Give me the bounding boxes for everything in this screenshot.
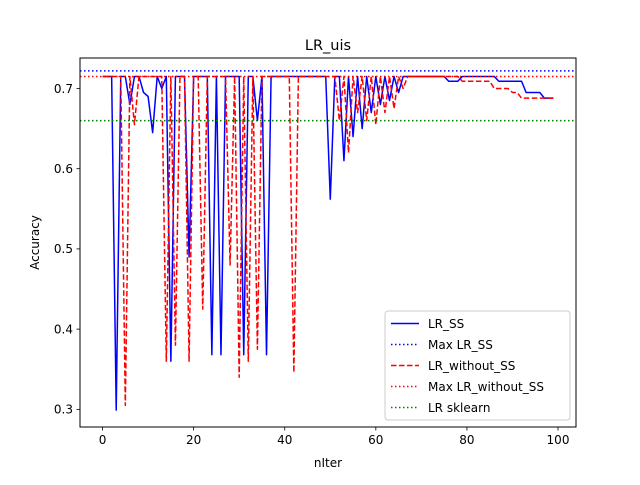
y-tick-label: 0.5	[54, 242, 73, 256]
series-line-lr-ss	[102, 75, 554, 411]
plot-area	[80, 70, 576, 411]
y-axis-label: Accuracy	[28, 215, 42, 270]
x-tick-label: 40	[277, 433, 292, 447]
legend-box	[384, 310, 571, 421]
legend-label-lr-sklearn: LR sklearn	[428, 401, 490, 415]
x-tick-label: 60	[368, 433, 383, 447]
x-tick-label: 100	[547, 433, 570, 447]
legend: LR_SS Max LR_SS LR_without_SS Max LR_withou…	[384, 310, 571, 421]
y-tick-label: 0.4	[54, 322, 73, 336]
x-axis-label: nIter	[314, 456, 342, 470]
legend-label-lr-ss: LR_SS	[428, 317, 464, 331]
x-tick-label: 0	[99, 433, 107, 447]
y-tick-label: 0.6	[54, 162, 73, 176]
axes-frame	[79, 57, 577, 428]
y-tick-label: 0.7	[54, 82, 73, 96]
x-tick-label: 20	[186, 433, 201, 447]
legend-label-lr-without-ss: LR_without_SS	[428, 359, 515, 373]
axis-ticks: 0 20 40 60 80 100 0.3 0.4 0.5 0.6 0.7	[54, 82, 570, 447]
chart-title: LR_uis	[305, 38, 351, 54]
legend-label-max-lr-ss: Max LR_SS	[428, 338, 493, 352]
y-tick-label: 0.3	[54, 403, 73, 417]
x-tick-label: 80	[459, 433, 474, 447]
legend-label-max-lr-without-ss: Max LR_without_SS	[428, 380, 544, 394]
